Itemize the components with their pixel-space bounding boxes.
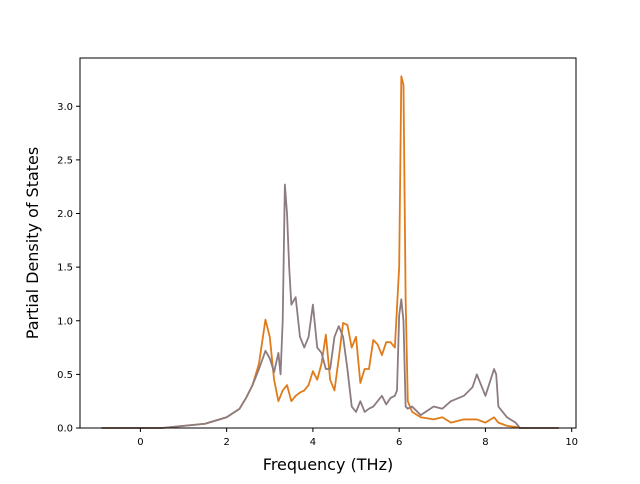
x-tick-label: 0 bbox=[137, 437, 143, 448]
series-line-1 bbox=[101, 75, 559, 429]
y-ticks: 0.0 0.5 1.0 1.5 2.0 2.5 3.0 bbox=[57, 102, 80, 435]
x-tick-label: 8 bbox=[482, 437, 488, 448]
x-tick-label: 4 bbox=[310, 437, 316, 448]
y-tick-label: 0.5 bbox=[57, 370, 73, 381]
x-tick-label: 2 bbox=[223, 437, 229, 448]
y-tick-label: 0.0 bbox=[57, 424, 73, 435]
y-tick-label: 2.5 bbox=[57, 155, 73, 166]
series-layer bbox=[101, 75, 559, 429]
y-tick-label: 2.0 bbox=[57, 209, 73, 220]
y-axis-label: Partial Density of States bbox=[23, 147, 42, 339]
x-tick-label: 6 bbox=[396, 437, 402, 448]
y-tick-label: 3.0 bbox=[57, 102, 73, 113]
x-ticks: 0 2 4 6 8 10 bbox=[137, 428, 578, 448]
axes-frame bbox=[79, 57, 577, 429]
x-tick-label: 10 bbox=[565, 437, 578, 448]
y-tick-label: 1.5 bbox=[57, 263, 73, 274]
series-line-2 bbox=[101, 183, 559, 429]
x-axis-label: Frequency (THz) bbox=[263, 455, 393, 474]
y-tick-label: 1.0 bbox=[57, 316, 73, 327]
